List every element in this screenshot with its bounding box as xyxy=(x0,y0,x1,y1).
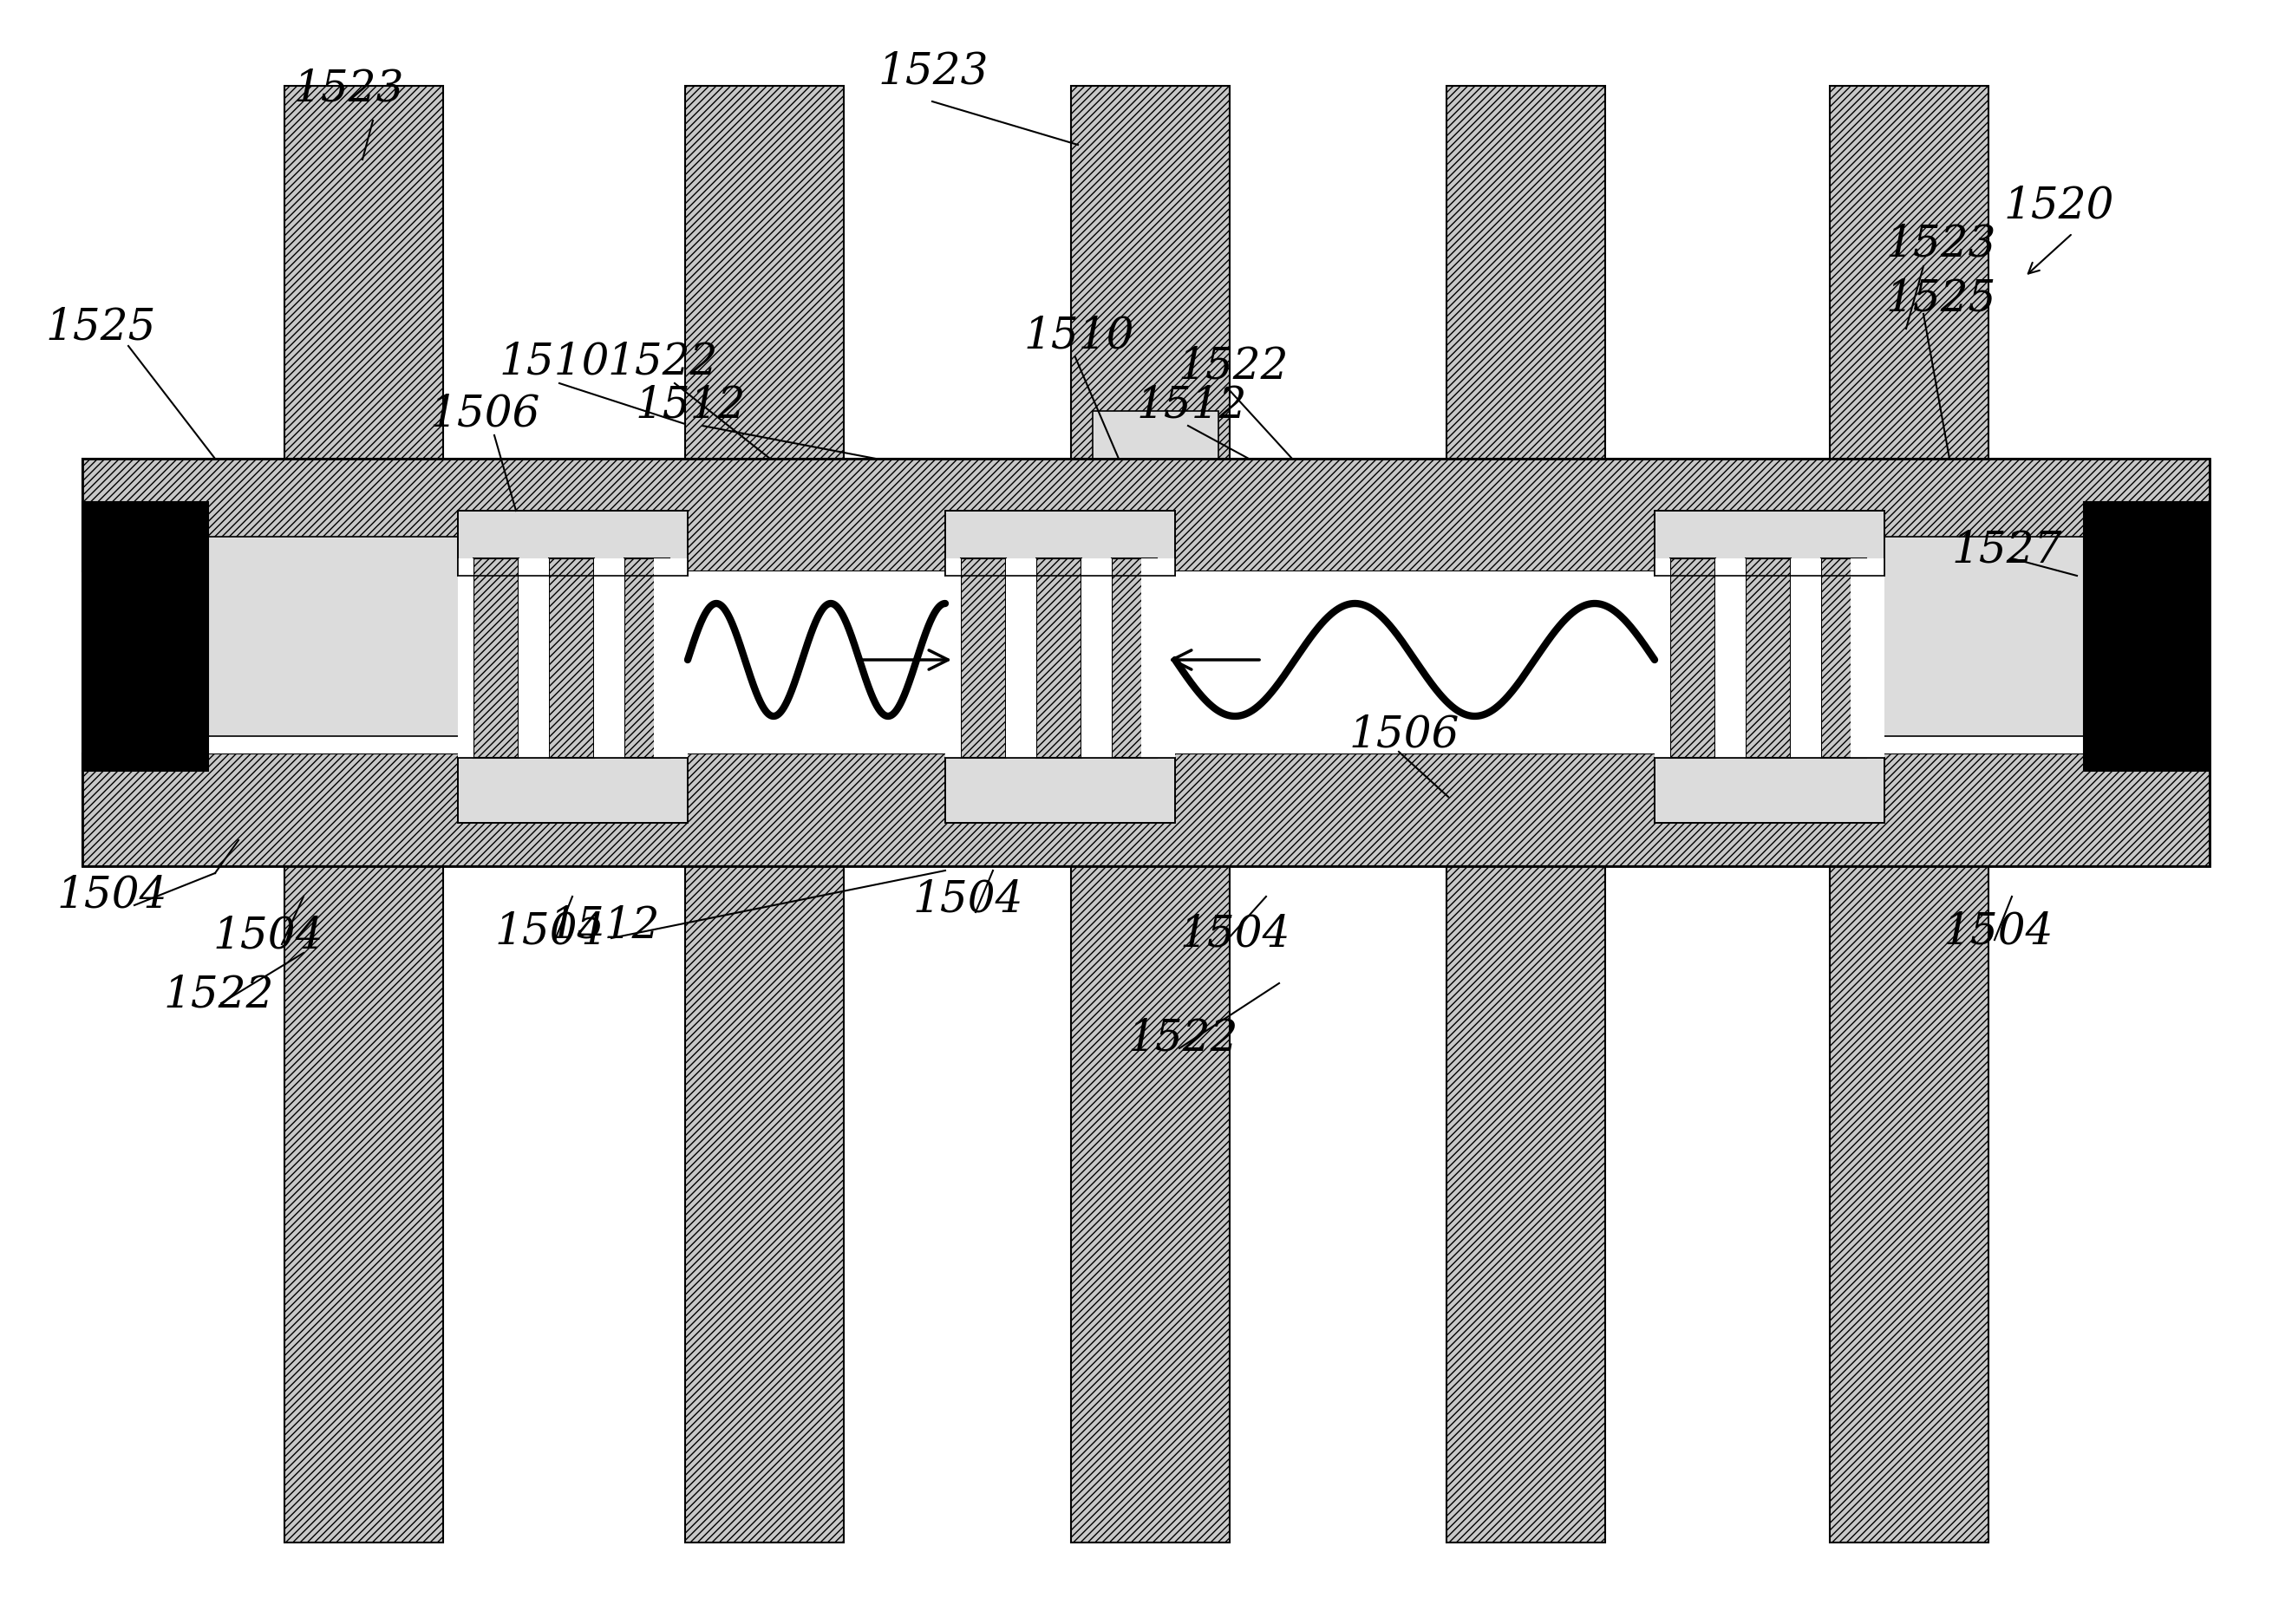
Text: 1527: 1527 xyxy=(87,533,197,577)
Bar xyxy=(944,512,1176,577)
Bar xyxy=(1655,577,1884,754)
Bar xyxy=(685,867,843,1543)
Bar xyxy=(550,559,594,758)
Bar xyxy=(83,502,209,771)
Text: 1512: 1512 xyxy=(635,385,745,427)
Text: 1527: 1527 xyxy=(1950,529,2063,572)
Text: 1522: 1522 xyxy=(1128,1017,1238,1059)
Bar xyxy=(944,758,1176,823)
Bar xyxy=(594,559,623,758)
Bar xyxy=(944,559,960,758)
Bar xyxy=(960,559,1006,758)
Bar xyxy=(83,460,2209,867)
Bar xyxy=(623,559,669,758)
Bar xyxy=(1829,86,1989,460)
Bar xyxy=(458,512,688,577)
Bar xyxy=(1070,867,1231,1543)
Text: 1522: 1522 xyxy=(1178,346,1288,388)
Text: 1506: 1506 xyxy=(429,393,541,435)
Text: 1510: 1510 xyxy=(500,341,610,383)
Bar xyxy=(458,559,474,758)
Bar xyxy=(1446,86,1604,460)
Bar xyxy=(83,460,2209,572)
Bar xyxy=(284,867,442,1543)
Text: 1522: 1522 xyxy=(607,341,717,383)
Text: 1525: 1525 xyxy=(1886,278,1996,320)
Bar xyxy=(1822,559,1866,758)
Bar xyxy=(83,572,2209,754)
Bar xyxy=(1446,867,1604,1543)
Text: 1504: 1504 xyxy=(1944,909,2054,953)
Bar xyxy=(1006,559,1036,758)
Bar xyxy=(1655,758,1884,823)
Text: 1523: 1523 xyxy=(293,68,403,110)
Text: 1504: 1504 xyxy=(495,909,605,953)
Bar xyxy=(1829,867,1989,1543)
Bar xyxy=(944,758,1176,823)
Text: 1504: 1504 xyxy=(1180,913,1290,955)
Bar xyxy=(284,86,442,460)
Bar xyxy=(1070,86,1231,460)
Bar xyxy=(1850,559,1884,758)
Bar xyxy=(1093,411,1219,460)
Text: 1510: 1510 xyxy=(1022,315,1135,357)
Text: 1522: 1522 xyxy=(163,973,273,1017)
Text: 1504: 1504 xyxy=(912,879,1022,921)
Text: 1523: 1523 xyxy=(878,50,988,93)
Bar xyxy=(1655,512,1884,577)
Bar xyxy=(1790,559,1822,758)
Bar xyxy=(653,559,688,758)
Bar xyxy=(944,512,1176,577)
Bar xyxy=(1655,758,1884,823)
Bar xyxy=(1112,559,1157,758)
Text: 1512: 1512 xyxy=(550,905,660,947)
Bar xyxy=(1747,559,1790,758)
Bar xyxy=(458,512,688,577)
Bar xyxy=(83,754,2209,867)
Text: 1523: 1523 xyxy=(1886,222,1996,266)
Bar xyxy=(1671,559,1714,758)
Text: 1504: 1504 xyxy=(213,914,323,958)
Text: 1520: 1520 xyxy=(2003,185,2113,227)
Bar xyxy=(1655,559,1671,758)
Bar xyxy=(1036,559,1082,758)
Bar xyxy=(458,758,688,823)
Bar xyxy=(1714,559,1747,758)
Text: 1504: 1504 xyxy=(57,874,167,916)
Bar xyxy=(1831,538,2083,737)
Text: 1525: 1525 xyxy=(46,307,156,349)
Bar xyxy=(458,577,688,754)
Bar xyxy=(518,559,550,758)
Text: 1512: 1512 xyxy=(1137,385,1247,427)
Bar xyxy=(685,86,843,460)
Bar xyxy=(2083,502,2209,771)
Bar xyxy=(209,538,461,737)
Bar xyxy=(474,559,518,758)
Bar xyxy=(1082,559,1112,758)
Bar xyxy=(1141,559,1176,758)
Text: 1506: 1506 xyxy=(1348,713,1460,757)
Bar xyxy=(1655,512,1884,577)
Bar xyxy=(944,577,1176,754)
Bar xyxy=(458,758,688,823)
